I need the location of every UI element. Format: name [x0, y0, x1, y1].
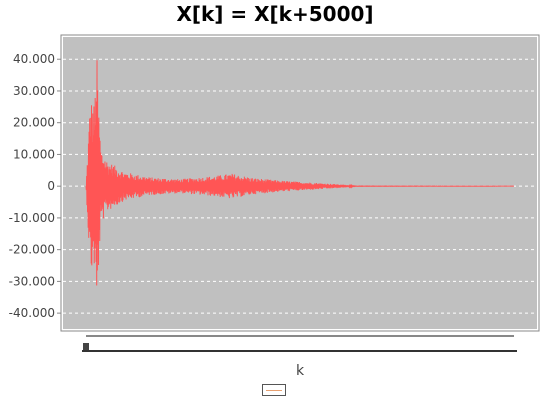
y-tick-label: -30.000 [9, 274, 55, 288]
y-tick-label: 40.000 [13, 52, 55, 66]
series-layer [85, 60, 514, 286]
y-tick-label: -20.000 [9, 243, 55, 257]
legend [262, 384, 286, 396]
legend-swatch [266, 390, 282, 391]
y-axis: 40.000 30.000 20.000 10.000 0 -10.000 -20.000 -… [9, 52, 61, 320]
y-tick-label: 0 [47, 179, 55, 193]
y-tick-label: -40.000 [9, 306, 55, 320]
y-tick-label: 30.000 [13, 84, 55, 98]
y-tick-label: 10.000 [13, 147, 55, 161]
x-axis-title: k [296, 363, 305, 379]
chart-title: X[k] = X[k+5000] [176, 2, 374, 26]
y-tick-label: -10.000 [9, 211, 55, 225]
series-line [85, 60, 514, 286]
x-axis-tick-marker [83, 343, 89, 350]
y-tick-label: 20.000 [13, 116, 55, 130]
